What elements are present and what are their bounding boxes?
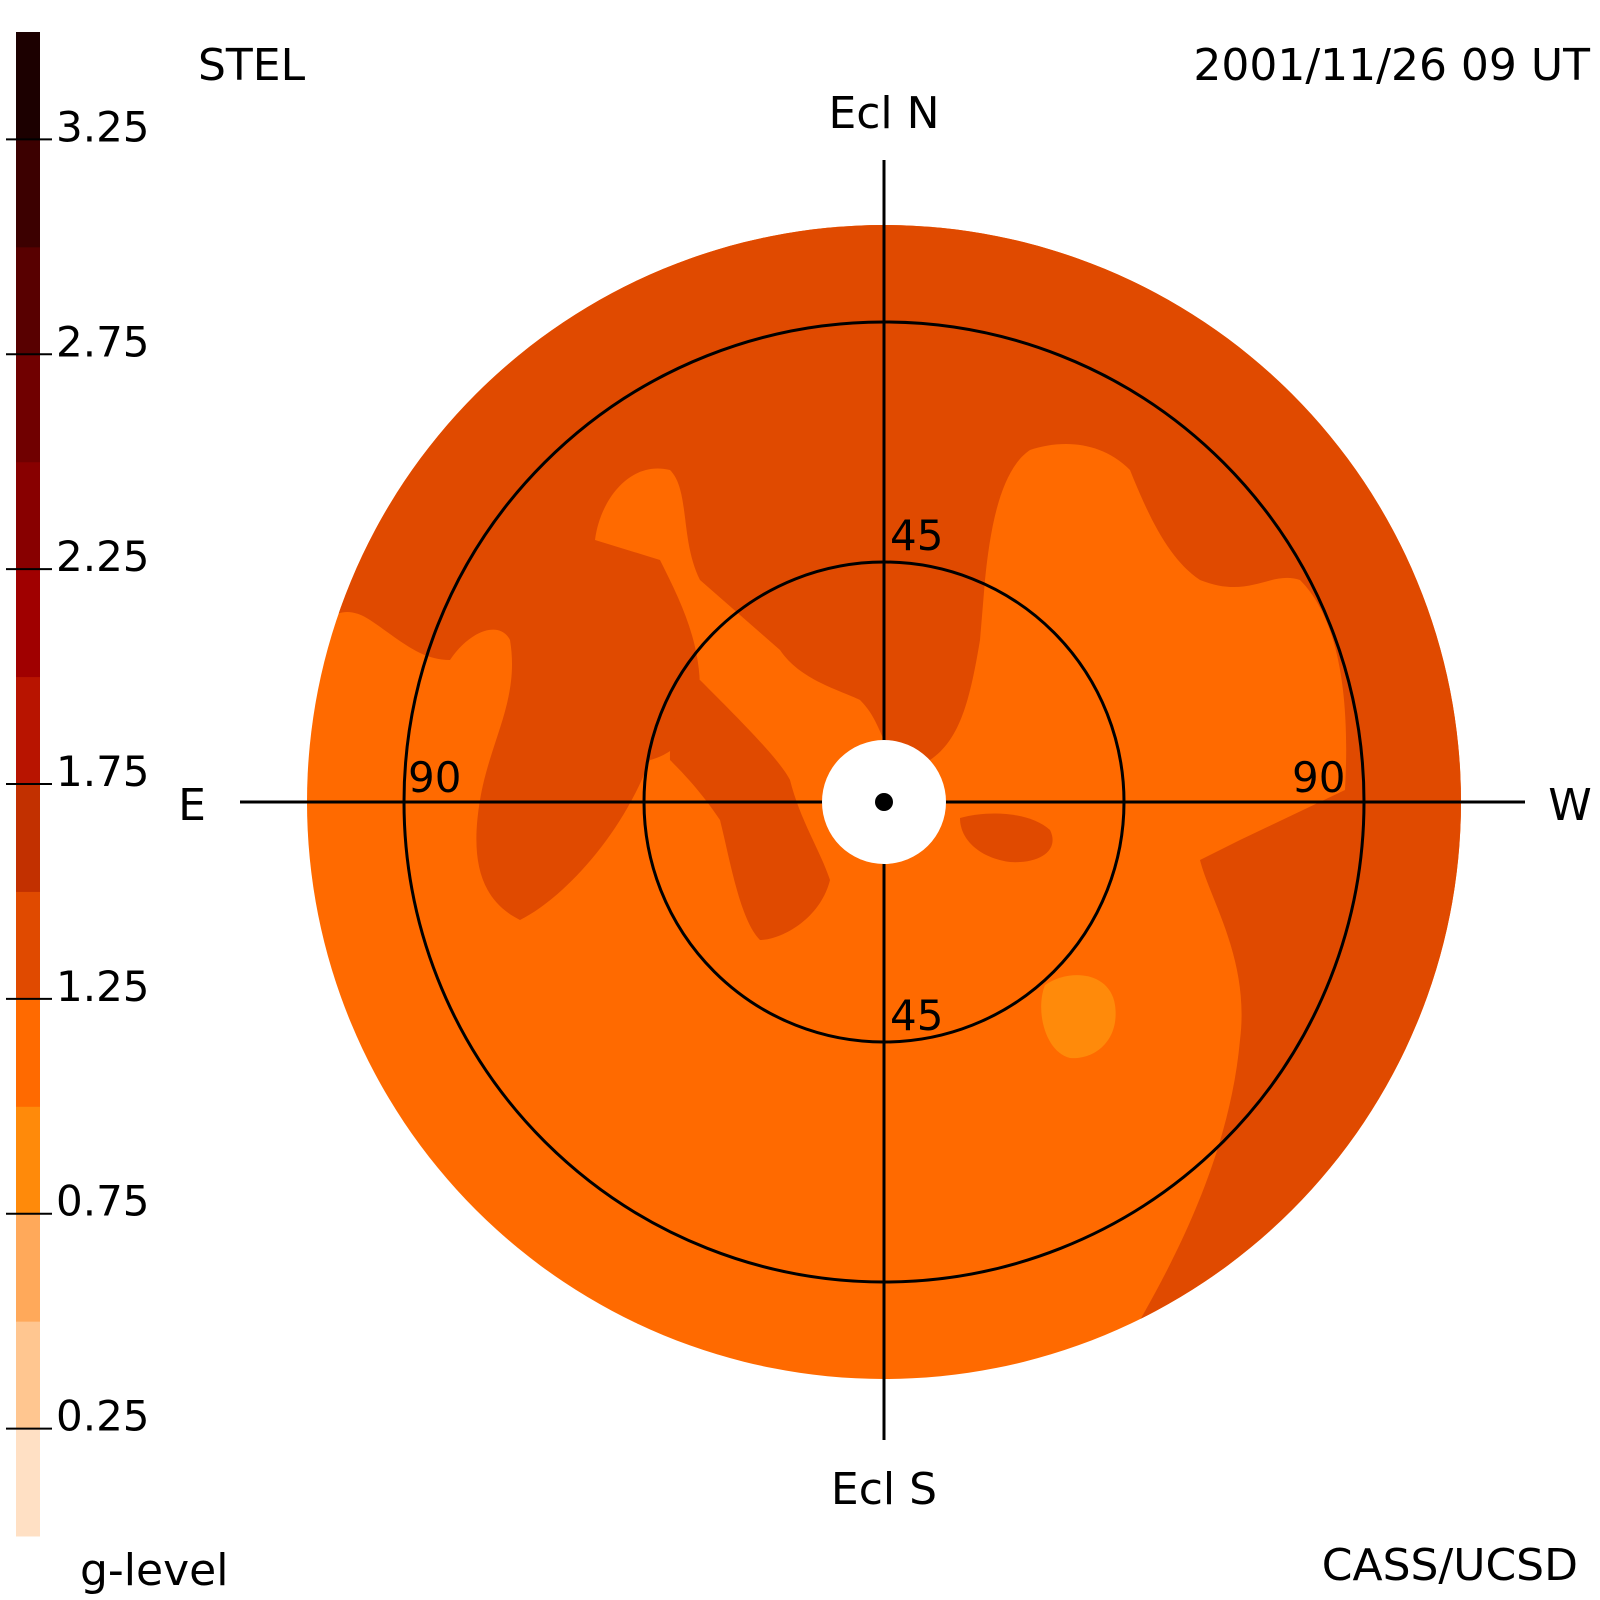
peak-region <box>1041 975 1116 1059</box>
date-title: 2001/11/26 09 UT <box>1193 40 1590 91</box>
colorbar-segment <box>16 354 40 463</box>
colorbar-tick-label: 0.75 <box>56 1177 150 1226</box>
colorbar-segment <box>16 1106 40 1215</box>
colorbar-segment <box>16 784 40 892</box>
colorbar-ticks: 0.25 0.75 1.25 1.75 2.25 2.75 3.25 <box>6 102 150 1441</box>
colorbar-segment <box>16 676 40 785</box>
south-label: Ecl S <box>831 1464 937 1515</box>
colorbar <box>16 32 40 1537</box>
colorbar-tick-label: 1.75 <box>56 747 150 796</box>
colorbar-segment <box>16 246 40 355</box>
colorbar-segment <box>16 461 40 570</box>
colorbar-tick-label: 3.25 <box>56 102 150 151</box>
ring-90-label-east: 90 <box>408 753 461 802</box>
colorbar-label: g-level <box>80 1545 228 1596</box>
west-label: W <box>1548 780 1592 831</box>
colorbar-tick-label: 2.75 <box>56 317 150 366</box>
enhanced-outer-ring-region <box>307 225 1461 1320</box>
colorbar-segment <box>16 1321 40 1430</box>
colorbar-segment <box>16 139 40 248</box>
north-label: Ecl N <box>828 88 939 139</box>
colorbar-segment <box>16 891 40 1000</box>
colorbar-tick-label: 1.25 <box>56 962 150 1011</box>
enhanced-inner-west-region <box>960 813 1053 863</box>
colorbar-segment <box>16 1213 40 1322</box>
credit-label: CASS/UCSD <box>1322 1540 1578 1591</box>
instrument-title: STEL <box>198 40 306 91</box>
colorbar-segment <box>16 32 40 140</box>
ring-45-label-south: 45 <box>890 991 943 1040</box>
colorbar-segment <box>16 998 40 1107</box>
colorbar-tick-label: 0.25 <box>56 1392 150 1441</box>
ring-45-label-north: 45 <box>890 511 943 560</box>
colorbar-tick-label: 2.25 <box>56 532 150 581</box>
enhanced-central-region <box>670 680 830 940</box>
east-label: E <box>178 780 206 831</box>
colorbar-segment <box>16 1428 40 1537</box>
colorbar-segment <box>16 569 40 678</box>
ring-90-label-west: 90 <box>1292 753 1345 802</box>
sun-marker <box>875 793 893 811</box>
